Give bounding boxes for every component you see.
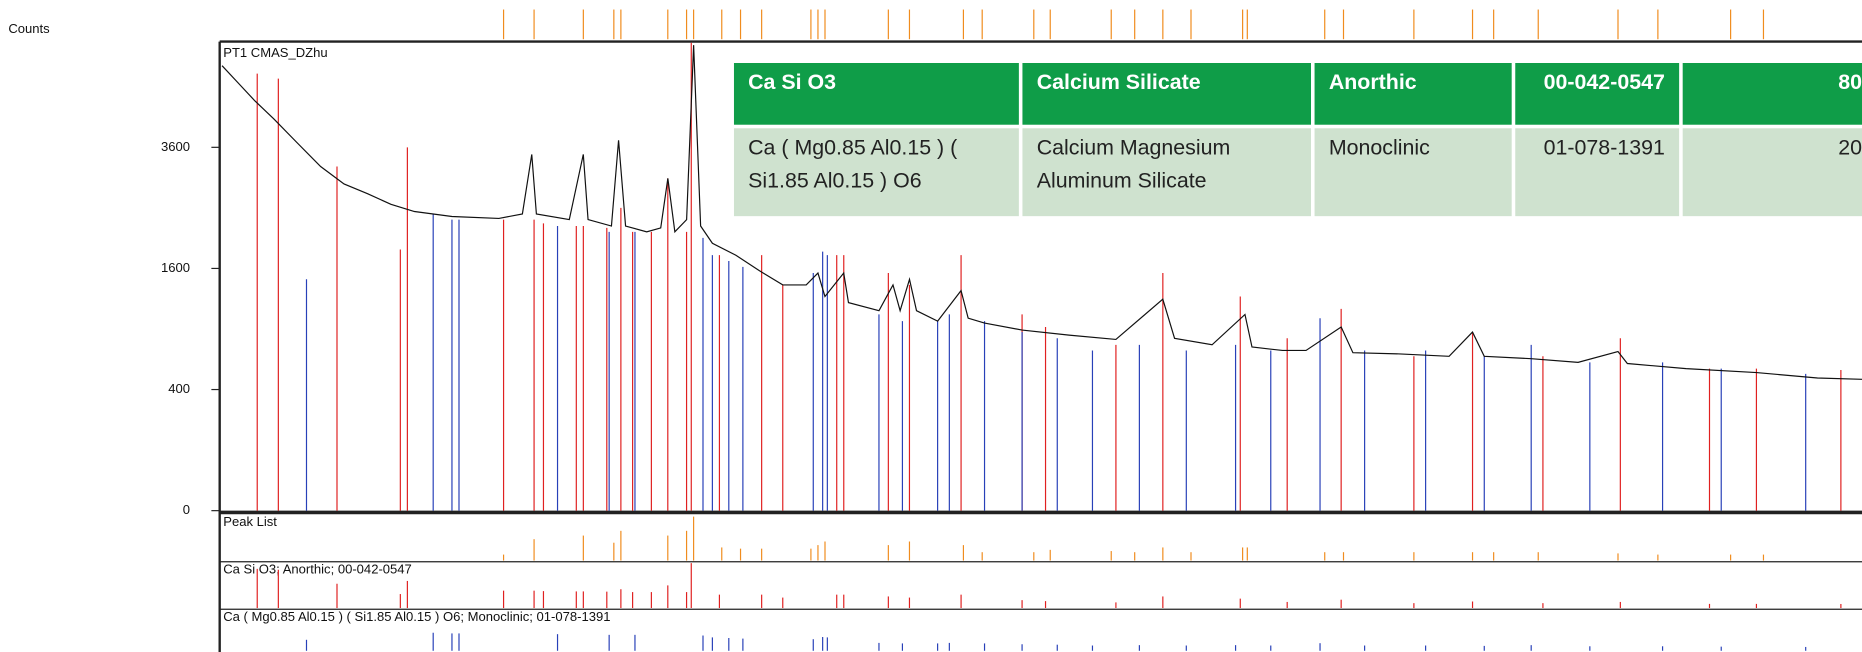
frame — [218, 40, 1862, 652]
table-header: 00-042-0547 — [1515, 62, 1680, 125]
table-header: Ca Si O3 — [733, 62, 1019, 125]
phase-table-wrap: Ca Si O3 Calcium Silicate Anorthic 00-04… — [733, 62, 1862, 217]
table-cell: 20 — [1682, 128, 1862, 217]
table-cell: Ca ( Mg0.85 Al0.15 ) ( Si1.85 Al0.15 ) O… — [733, 128, 1019, 217]
phase-table: Ca Si O3 Calcium Silicate Anorthic 00-04… — [733, 62, 1862, 217]
table-header: 80 — [1682, 62, 1862, 125]
panel-label: Ca ( Mg0.85 Al0.15 ) ( Si1.85 Al0.15 ) O… — [223, 609, 610, 624]
table-cell: 01-078-1391 — [1515, 128, 1680, 217]
y-tick-label: 1600 — [161, 260, 190, 275]
pattern-line — [221, 45, 1862, 380]
table-header: Calcium Silicate — [1022, 62, 1311, 125]
table-cell: Calcium Magnesium Aluminum Silicate — [1022, 128, 1311, 217]
y-tick-label: 0 — [183, 502, 190, 517]
table-header: Anorthic — [1314, 62, 1512, 125]
y-tick-label: 400 — [168, 381, 190, 396]
panel-label: Ca Si O3; Anorthic; 00-042-0547 — [223, 561, 412, 576]
panel-label: Peak List — [223, 514, 277, 529]
series-label: PT1 CMAS_DZhu — [223, 45, 327, 60]
y-axis-label: Counts — [8, 21, 50, 36]
y-tick-label: 3600 — [161, 139, 190, 154]
table-cell: Monoclinic — [1314, 128, 1512, 217]
